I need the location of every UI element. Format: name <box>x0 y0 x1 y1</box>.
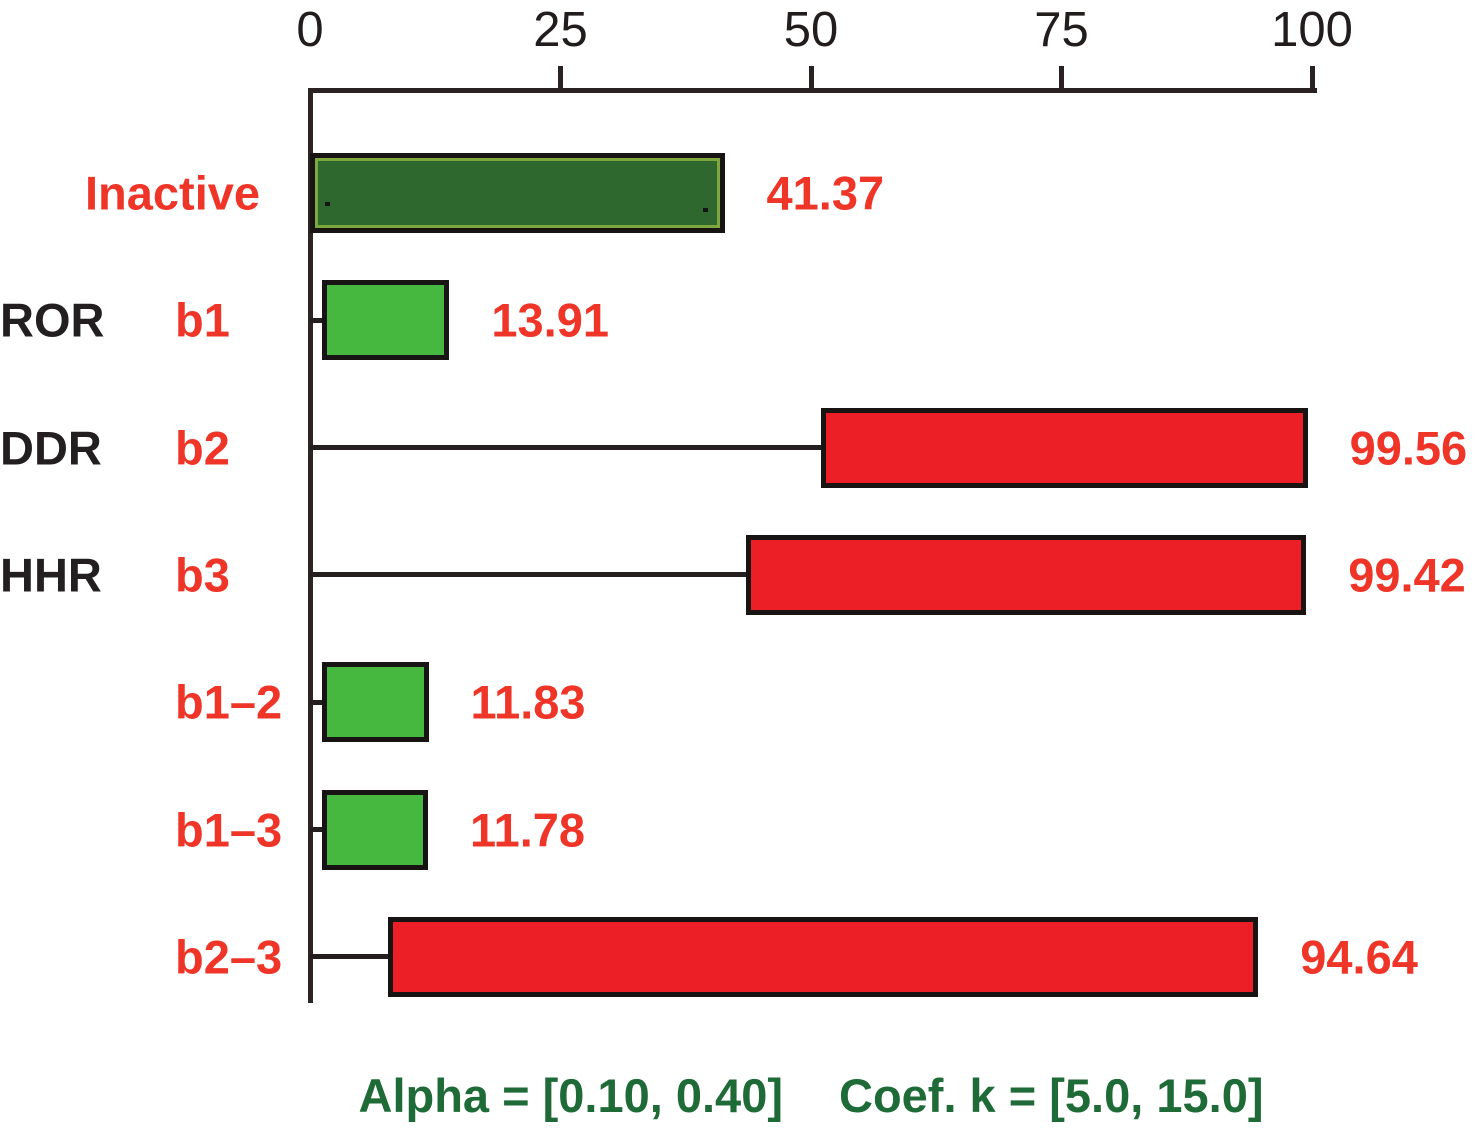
inactive-bar-dot <box>702 208 708 212</box>
value-label: 13.91 <box>491 293 609 347</box>
x-tick-label: 25 <box>533 3 588 57</box>
whisker <box>310 827 327 832</box>
caption: Alpha = [0.10, 0.40] Coef. k = [5.0, 15.… <box>310 1072 1312 1119</box>
x-tick-label: 50 <box>783 3 839 57</box>
row-sub-label: b1 <box>175 293 230 347</box>
value-label: 99.56 <box>1349 421 1468 475</box>
value-label: 11.83 <box>470 675 586 729</box>
whisker <box>310 317 327 323</box>
whisker <box>310 445 826 451</box>
x-tick <box>1059 66 1064 88</box>
x-tick <box>1309 66 1315 88</box>
y-axis-line <box>308 88 313 1003</box>
caption-coef: Coef. k = [5.0, 15.0] <box>839 1069 1264 1122</box>
x-tick-label: 75 <box>1034 3 1089 57</box>
caption-alpha: Alpha = [0.10, 0.40] <box>358 1069 784 1122</box>
x-tick-label: 0 <box>296 3 324 57</box>
value-label: 94.64 <box>1300 930 1418 984</box>
whisker <box>310 954 393 960</box>
x-tick <box>558 66 563 88</box>
row-group-label: DDR <box>0 421 102 475</box>
bar-ddr-b2 <box>821 407 1308 488</box>
value-label: 41.37 <box>766 166 885 220</box>
whisker <box>310 572 750 578</box>
bar-b2-3 <box>388 916 1259 997</box>
row-sub-label: Inactive <box>85 166 261 220</box>
bar-inactive <box>310 153 725 233</box>
inactive-bar-dot-pattern <box>321 164 714 222</box>
row-group-label: ROR <box>0 293 105 347</box>
row-sub-label: b2–3 <box>175 930 283 984</box>
row-sub-label: b3 <box>175 548 230 602</box>
row-sub-label: b1–2 <box>175 675 283 729</box>
x-tick <box>808 66 814 88</box>
x-axis-line <box>308 88 1317 93</box>
inactive-bar-dot <box>325 202 330 206</box>
bar-b1-2 <box>322 662 429 743</box>
value-label: 99.42 <box>1348 548 1466 602</box>
bar-ror-b1 <box>322 280 450 361</box>
x-tick-label: 100 <box>1271 3 1353 57</box>
row-sub-label: b1–3 <box>175 803 283 856</box>
row-sub-label: b2 <box>175 421 230 475</box>
bar-b1-3 <box>322 789 429 870</box>
whisker <box>310 699 327 705</box>
bar-hhr-b3 <box>745 534 1307 615</box>
value-label: 11.78 <box>470 803 586 856</box>
row-group-label: HHR <box>0 548 102 602</box>
